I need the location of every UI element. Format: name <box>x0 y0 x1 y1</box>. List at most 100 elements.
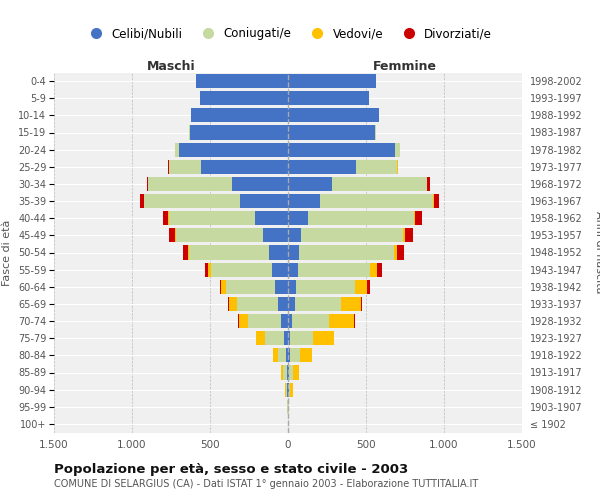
Bar <box>272 348 278 362</box>
Bar <box>403 228 405 242</box>
Bar <box>288 126 374 140</box>
Bar <box>308 211 415 225</box>
Bar <box>332 177 427 191</box>
Bar <box>188 246 189 260</box>
Bar <box>228 297 229 311</box>
Bar <box>288 280 296 294</box>
Bar <box>169 160 200 174</box>
Bar <box>288 108 379 122</box>
Text: Maschi: Maschi <box>146 60 196 74</box>
Bar <box>226 280 275 294</box>
Bar <box>405 228 413 242</box>
Bar <box>263 228 288 242</box>
Bar <box>377 262 382 276</box>
Bar <box>189 126 190 140</box>
Bar <box>148 177 232 191</box>
Bar <box>200 91 288 105</box>
Bar <box>281 366 283 380</box>
Bar <box>169 228 175 242</box>
Bar <box>370 262 377 276</box>
Bar <box>394 246 397 260</box>
Bar <box>255 211 288 225</box>
Bar <box>179 142 288 156</box>
Bar <box>288 366 289 380</box>
Bar <box>248 314 281 328</box>
Bar <box>163 211 168 225</box>
Legend: Celibi/Nubili, Coniugati/e, Vedovi/e, Divorziati/e: Celibi/Nubili, Coniugati/e, Vedovi/e, Di… <box>79 22 497 45</box>
Bar <box>367 280 370 294</box>
Bar <box>299 246 394 260</box>
Bar <box>145 194 239 208</box>
Bar <box>288 177 332 191</box>
Bar <box>239 194 288 208</box>
Bar <box>196 74 288 88</box>
Bar <box>290 331 313 345</box>
Bar <box>288 211 308 225</box>
Bar <box>374 126 376 140</box>
Bar <box>283 366 287 380</box>
Bar <box>329 314 354 328</box>
Bar <box>265 331 284 345</box>
Y-axis label: Anni di nascita: Anni di nascita <box>593 211 600 294</box>
Bar <box>175 228 176 242</box>
Bar <box>427 177 430 191</box>
Bar <box>140 194 145 208</box>
Bar <box>281 314 288 328</box>
Bar <box>299 348 313 362</box>
Bar <box>285 382 286 396</box>
Bar <box>275 280 288 294</box>
Bar <box>434 194 439 208</box>
Bar <box>288 194 320 208</box>
Bar <box>269 246 288 260</box>
Bar <box>229 297 238 311</box>
Bar <box>290 348 299 362</box>
Bar <box>293 366 299 380</box>
Bar <box>288 382 289 396</box>
Bar <box>288 246 299 260</box>
Bar <box>289 366 293 380</box>
Bar <box>287 366 288 380</box>
Text: COMUNE DI SELARGIUS (CA) - Dati ISTAT 1° gennaio 2003 - Elaborazione TUTTITALIA.: COMUNE DI SELARGIUS (CA) - Dati ISTAT 1°… <box>54 479 478 489</box>
Bar <box>341 297 361 311</box>
Bar <box>288 228 301 242</box>
Bar <box>288 348 290 362</box>
Bar <box>355 280 367 294</box>
Bar <box>286 348 288 362</box>
Bar <box>395 142 400 156</box>
Text: Femmine: Femmine <box>373 60 437 74</box>
Bar <box>288 74 376 88</box>
Bar <box>183 246 188 260</box>
Bar <box>301 228 403 242</box>
Bar <box>288 91 370 105</box>
Bar <box>284 331 288 345</box>
Bar <box>278 297 288 311</box>
Bar <box>288 314 292 328</box>
Bar <box>256 331 265 345</box>
Bar <box>288 331 290 345</box>
Bar <box>296 280 355 294</box>
Bar <box>232 177 288 191</box>
Bar <box>208 262 211 276</box>
Bar <box>415 211 422 225</box>
Bar <box>295 297 341 311</box>
Bar <box>289 382 290 396</box>
Bar <box>239 314 248 328</box>
Bar <box>272 262 288 276</box>
Y-axis label: Fasce di età: Fasce di età <box>2 220 13 286</box>
Bar <box>288 160 356 174</box>
Bar <box>286 382 287 396</box>
Bar <box>298 262 370 276</box>
Bar <box>361 297 362 311</box>
Bar <box>320 194 433 208</box>
Bar <box>290 382 293 396</box>
Bar <box>356 160 397 174</box>
Bar <box>146 177 148 191</box>
Bar <box>189 246 269 260</box>
Bar <box>168 160 169 174</box>
Bar <box>221 280 226 294</box>
Bar <box>278 348 286 362</box>
Text: Popolazione per età, sesso e stato civile - 2003: Popolazione per età, sesso e stato civil… <box>54 462 408 475</box>
Bar <box>211 262 272 276</box>
Bar <box>287 382 288 396</box>
Bar <box>397 246 404 260</box>
